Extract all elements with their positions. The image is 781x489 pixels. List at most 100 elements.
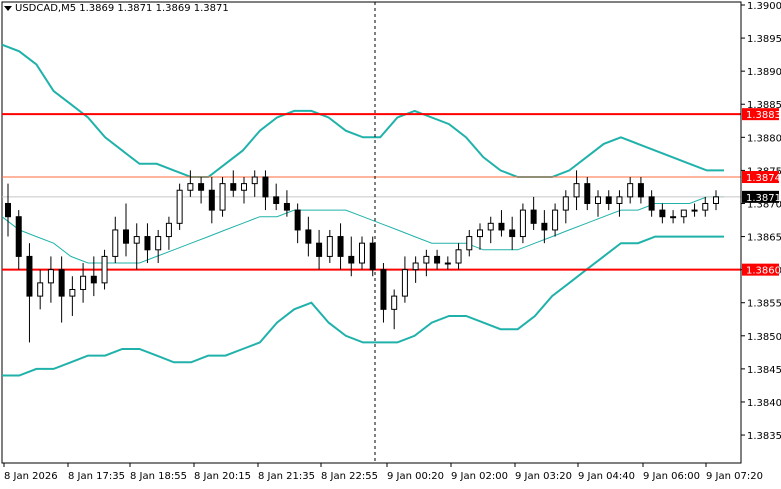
price-tick-label: 1.3850 [747,332,781,343]
candlesticks [5,170,719,343]
candle-body [262,176,269,198]
time-tick-label: 9 Jan 04:40 [578,471,635,482]
bollinger-upper-line [1,43,724,178]
price-tag-box [742,108,779,121]
candle-body [434,255,441,264]
candle-body [670,216,677,219]
candle-body [241,183,247,191]
candle-body [616,196,623,204]
candle-body [605,196,612,204]
price-tick-label: 1.3835 [747,431,781,442]
candle-body [348,255,355,264]
candle-body [541,222,548,231]
candle-body [133,236,140,244]
candle-body [294,209,301,231]
candle-body [198,183,205,191]
candle-body [369,242,376,271]
candle-body [69,288,76,297]
candle-body [595,196,601,204]
candle-body [155,236,162,251]
price-tick-label: 1.3865 [747,233,781,244]
candle-body [680,209,687,218]
time-tick-label: 8 Jan 20:15 [194,471,251,482]
candle-body [648,196,655,211]
time-tick-label: 9 Jan 02:00 [451,471,508,482]
candle-body [477,229,483,238]
candle-body [659,209,666,218]
candle-body [305,229,312,244]
bollinger-bands [1,43,724,377]
candle-body [573,183,580,198]
candle-body [15,216,22,257]
candle-body [251,176,258,185]
time-tick-label: 8 Jan 22:55 [321,471,378,482]
candle-body [584,183,591,204]
candle-body [58,269,65,297]
candle-body [165,222,172,238]
candle-body [326,236,333,257]
candle-body [509,229,516,238]
candle-body [562,196,569,211]
price-axis[interactable]: 1.39001.38951.38901.38851.38801.38751.38… [740,1,781,463]
candle-body [37,282,44,297]
time-tick-label: 9 Jan 06:00 [643,471,700,482]
candle-body [702,202,709,211]
candle-body [487,222,494,231]
time-tick-label: 9 Jan 07:20 [706,471,763,482]
time-tick-label: 8 Jan 18:55 [130,471,187,482]
candle-body [498,222,505,231]
candle-body [466,236,473,251]
price-tag-label: 1.3874 [746,173,781,184]
candle-body [552,209,559,231]
price-tick-label: 1.3900 [747,1,781,12]
price-tag-label: 1.3871 [746,193,781,204]
price-tick-label: 1.3895 [747,34,781,45]
candle-body [26,255,33,297]
price-tag-box [742,171,779,184]
candle-body [112,229,119,257]
candle-body [691,209,698,212]
price-tick-label: 1.3870 [747,199,781,210]
candle-body [444,262,451,265]
candle-body [90,275,97,284]
candle-body [176,189,183,224]
time-tick-label: 9 Jan 03:20 [515,471,572,482]
candle-body [337,236,344,257]
candle-body [412,262,419,271]
time-tick-label: 8 Jan 2026 [4,471,58,482]
bollinger-middle-line [1,196,724,264]
candle-body [283,202,290,211]
price-tick-label: 1.3880 [747,133,781,144]
price-tick-label: 1.3890 [747,67,781,78]
time-tick-label: 9 Jan 00:20 [387,471,444,482]
candle-body [273,196,280,204]
candle-body [455,249,462,264]
candle-body [519,209,526,238]
price-tag-box [742,190,779,203]
candle-body [101,255,108,284]
price-tag-box [742,263,779,276]
candle-body [230,183,237,191]
triangle-down-icon[interactable] [4,5,12,11]
candle-body [637,183,644,198]
symbol-ohlc-text: USDCAD,M5 1.3869 1.3871 1.3869 1.3871 [15,3,229,14]
price-tag-label: 1.3860 [746,266,781,277]
candle-body [187,183,194,191]
time-tick-label: 8 Jan 21:35 [258,471,315,482]
candle-body [380,269,387,310]
candle-body [47,269,54,284]
time-axis[interactable]: 8 Jan 2026 8 Jan 17:35 8 Jan 18:55 8 Jan 20… [2,462,763,482]
price-tick-label: 1.3885 [747,100,781,111]
price-tag-label: 1.3883 [746,110,781,121]
candle-body [713,196,719,204]
candle-body [530,209,537,224]
candle-body [144,236,151,251]
candle-body [401,269,408,297]
candle-body [359,242,365,264]
candle-body [391,295,398,310]
bollinger-lower-line [2,235,724,377]
candle-body [316,242,323,257]
candle-body [80,275,87,290]
symbol-header: USDCAD,M5 1.3869 1.3871 1.3869 1.3871 [4,3,229,14]
